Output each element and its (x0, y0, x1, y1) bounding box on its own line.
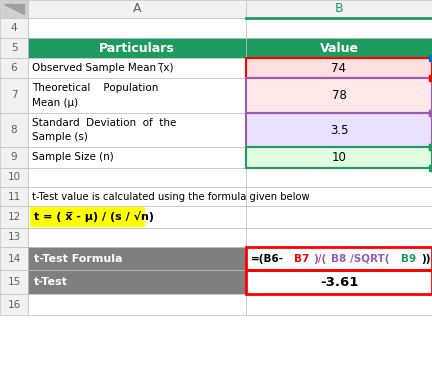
Text: Standard  Deviation  of  the: Standard Deviation of the (32, 117, 176, 128)
Bar (246, 147, 432, 168)
Text: B9: B9 (401, 254, 416, 264)
Bar (28, 18, 246, 38)
Bar (28, 228, 246, 247)
Text: 13: 13 (7, 232, 21, 243)
Bar (28, 58, 246, 78)
Text: )/(: )/( (314, 254, 327, 264)
Bar (28, 38, 246, 58)
Bar (246, 18, 432, 38)
Text: 10: 10 (7, 172, 21, 183)
Text: 16: 16 (7, 300, 21, 309)
Bar (246, 247, 432, 270)
Text: 14: 14 (7, 254, 21, 264)
Text: 6: 6 (11, 63, 17, 73)
Text: Observed Sample Mean (̅x): Observed Sample Mean (̅x) (32, 63, 174, 73)
Bar (0, 18, 28, 38)
Text: 7: 7 (11, 90, 17, 101)
Bar (28, 270, 246, 294)
Bar (246, 247, 432, 270)
Text: B7: B7 (294, 254, 309, 264)
Bar (246, 78, 432, 113)
Text: 78: 78 (332, 89, 346, 102)
Polygon shape (4, 4, 24, 14)
Text: 3.5: 3.5 (330, 123, 348, 136)
Bar (28, 168, 246, 187)
Bar (28, 294, 246, 315)
Text: t-Test: t-Test (34, 277, 68, 287)
Bar (0, 168, 28, 187)
Text: Theoretical    Population: Theoretical Population (32, 83, 159, 93)
Text: 11: 11 (7, 192, 21, 201)
Text: )): )) (421, 254, 430, 264)
Text: Sample (s): Sample (s) (32, 132, 88, 142)
Bar (246, 147, 432, 168)
Bar (28, 78, 246, 113)
Text: Particulars: Particulars (99, 42, 175, 54)
Bar (0, 206, 28, 228)
Bar (28, 0, 246, 18)
Text: 10: 10 (332, 151, 346, 164)
Bar (0, 270, 28, 294)
Text: 4: 4 (11, 23, 17, 33)
Text: B: B (335, 3, 343, 15)
Bar (246, 0, 432, 18)
Text: =(B6-: =(B6- (251, 254, 284, 264)
Bar (0, 247, 28, 270)
Bar (28, 247, 246, 270)
Bar (0, 294, 28, 315)
Text: 12: 12 (7, 212, 21, 222)
Text: 15: 15 (7, 277, 21, 287)
Bar (28, 187, 246, 206)
Text: -3.61: -3.61 (320, 276, 358, 288)
Text: t = ( x̅ - μ) / (s / √n): t = ( x̅ - μ) / (s / √n) (34, 211, 154, 222)
Bar (246, 270, 432, 294)
Bar (0, 38, 28, 58)
Bar (0, 147, 28, 168)
Bar (0, 78, 28, 113)
Bar (246, 206, 432, 228)
Bar (28, 206, 246, 228)
Text: t-Test Formula: t-Test Formula (34, 254, 123, 264)
Text: B8: B8 (330, 254, 346, 264)
Bar (246, 113, 432, 147)
Bar (0, 113, 28, 147)
Text: 74: 74 (331, 62, 346, 75)
Bar (246, 228, 432, 247)
Bar (28, 147, 246, 168)
Bar (246, 168, 432, 187)
Text: A: A (133, 3, 141, 15)
Bar (28, 113, 246, 147)
Bar (0, 58, 28, 78)
Text: 5: 5 (11, 43, 17, 53)
Bar (246, 294, 432, 315)
Bar (246, 187, 432, 206)
Bar (246, 78, 432, 113)
Bar (0, 187, 28, 206)
Bar (0, 0, 28, 18)
Bar (246, 38, 432, 58)
Bar (246, 58, 432, 78)
Bar (246, 113, 432, 147)
Text: 8: 8 (11, 125, 17, 135)
Text: 9: 9 (11, 153, 17, 162)
Bar (246, 58, 432, 78)
Text: Mean (μ): Mean (μ) (32, 98, 78, 108)
Text: Value: Value (320, 42, 359, 54)
Bar (246, 270, 432, 294)
Bar (0, 228, 28, 247)
Text: Sample Size (n): Sample Size (n) (32, 153, 114, 162)
Text: /SQRT(: /SQRT( (350, 254, 390, 264)
Text: t-Test value is calculated using the formula given below: t-Test value is calculated using the for… (32, 192, 310, 201)
Bar (30, 207, 145, 227)
